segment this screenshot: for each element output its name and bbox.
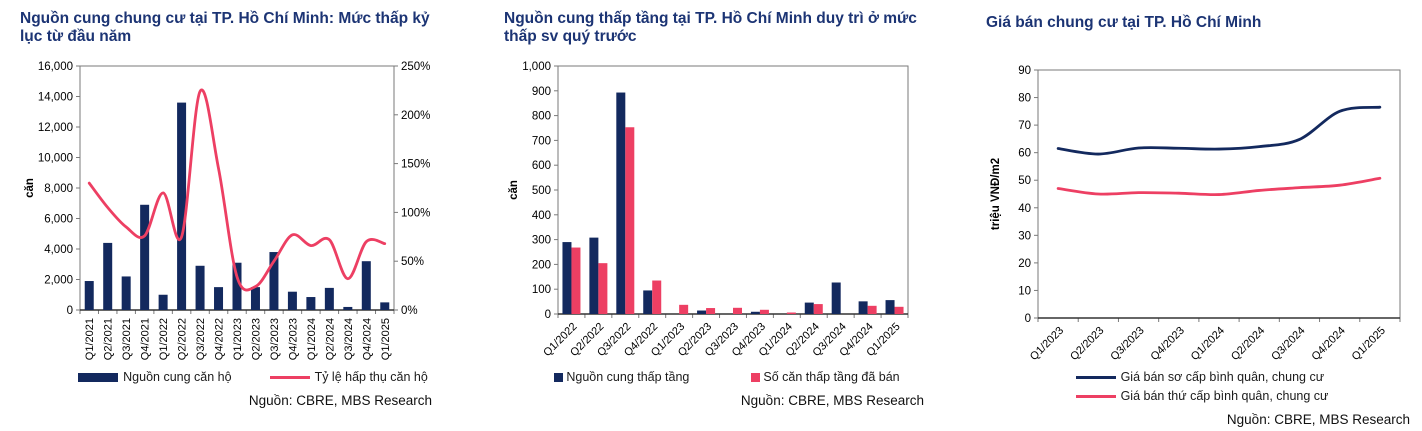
svg-text:80: 80: [1018, 93, 1031, 105]
svg-text:Q4/2023: Q4/2023: [1149, 325, 1187, 363]
svg-text:600: 600: [532, 160, 551, 172]
svg-text:200%: 200%: [401, 110, 430, 122]
svg-text:Q3/2022: Q3/2022: [195, 318, 207, 360]
svg-text:Q1/2023: Q1/2023: [1028, 325, 1066, 363]
legend-label: Nguồn cung thấp tầng: [566, 370, 690, 384]
svg-text:10: 10: [1018, 285, 1031, 297]
legend-label: Tỷ lệ hấp thụ căn hộ: [314, 370, 428, 384]
svg-text:Q2/2023: Q2/2023: [250, 318, 262, 360]
legend-item: Tỷ lệ hấp thụ căn hộ: [269, 370, 428, 384]
source-note: Nguồn: CBRE, MBS Research: [740, 393, 924, 408]
svg-text:Q2/2021: Q2/2021: [103, 318, 115, 360]
svg-text:6,000: 6,000: [44, 214, 73, 226]
line-swatch-icon: [1075, 394, 1116, 398]
square-swatch-icon: [751, 372, 761, 382]
svg-text:14,000: 14,000: [38, 92, 73, 104]
legend-item: Nguồn cung thấp tầng: [554, 370, 689, 384]
legend-label: Giá bán thứ cấp bình quân, chung cư: [1120, 389, 1329, 403]
chart-title: Nguồn cung thấp tầng tại TP. Hồ Chí Minh…: [504, 10, 917, 46]
svg-text:8,000: 8,000: [44, 183, 73, 195]
svg-text:Q1/2023: Q1/2023: [232, 318, 244, 360]
svg-text:50%: 50%: [401, 256, 424, 268]
svg-text:2,000: 2,000: [44, 275, 73, 287]
svg-text:12,000: 12,000: [38, 122, 73, 134]
legend-item: Giá bán sơ cấp bình quân, chung cư: [1075, 370, 1325, 384]
line-swatch-icon: [1075, 375, 1116, 379]
bar-swatch-icon: [78, 372, 119, 382]
svg-text:0: 0: [545, 309, 551, 321]
svg-text:50: 50: [1018, 175, 1031, 187]
svg-text:Q1/2024: Q1/2024: [1189, 325, 1227, 363]
source-note: Nguồn: CBRE, MBS Research: [248, 393, 432, 408]
chart-panel-landed-supply: Nguồn cung thấp tầng tại TP. Hồ Chí Minh…: [504, 6, 950, 408]
svg-text:Q3/2021: Q3/2021: [121, 318, 133, 360]
svg-text:Q2/2024: Q2/2024: [324, 318, 336, 360]
svg-text:100%: 100%: [401, 207, 430, 219]
chart-legend: Giá bán sơ cấp bình quân, chung cư Giá b…: [1075, 370, 1329, 403]
chart-panel-apartment-supply: Nguồn cung chung cư tại TP. Hồ Chí Minh:…: [20, 6, 486, 408]
chart-legend: Nguồn cung căn hộ Tỷ lệ hấp thụ căn hộ: [20, 370, 486, 384]
svg-text:90: 90: [1018, 65, 1031, 77]
svg-text:0: 0: [67, 305, 73, 317]
chart-title: Giá bán chung cư tại TP. Hồ Chí Minh: [986, 14, 1262, 31]
svg-text:10,000: 10,000: [38, 153, 73, 165]
line-swatch-icon: [269, 375, 310, 379]
svg-text:250%: 250%: [401, 61, 430, 73]
svg-text:1,000: 1,000: [522, 61, 551, 73]
square-swatch-icon: [554, 372, 564, 382]
source-note: Nguồn: CBRE, MBS Research: [1226, 412, 1410, 427]
svg-text:Q2/2024: Q2/2024: [1229, 325, 1267, 363]
svg-text:căn: căn: [508, 180, 520, 200]
svg-text:150%: 150%: [401, 159, 430, 171]
svg-text:Q4/2024: Q4/2024: [361, 318, 373, 360]
chart-panel-apartment-price: Giá bán chung cư tại TP. Hồ Chí Minh 0 10…: [986, 6, 1418, 427]
svg-text:400: 400: [532, 210, 551, 222]
svg-text:700: 700: [532, 135, 551, 147]
chart-title: Nguồn cung chung cư tại TP. Hồ Chí Minh:…: [20, 10, 430, 46]
legend-label: Số căn thấp tầng đã bán: [763, 370, 900, 384]
svg-text:Q4/2021: Q4/2021: [140, 318, 152, 360]
svg-text:30: 30: [1018, 230, 1031, 242]
svg-text:triệu VNĐ/m2: triệu VNĐ/m2: [990, 158, 1002, 230]
svg-text:Q1/2025: Q1/2025: [1350, 325, 1388, 363]
svg-text:16,000: 16,000: [38, 61, 73, 73]
svg-text:60: 60: [1018, 148, 1031, 160]
svg-text:20: 20: [1018, 258, 1031, 270]
svg-text:100: 100: [532, 284, 551, 296]
svg-text:500: 500: [532, 185, 551, 197]
svg-text:căn: căn: [24, 178, 36, 198]
svg-text:Q3/2023: Q3/2023: [269, 318, 281, 360]
svg-text:800: 800: [532, 111, 551, 123]
svg-text:Q4/2024: Q4/2024: [1309, 325, 1347, 363]
svg-text:4,000: 4,000: [44, 244, 73, 256]
svg-text:40: 40: [1018, 203, 1031, 215]
svg-text:Q3/2024: Q3/2024: [343, 318, 355, 360]
legend-item: Nguồn cung căn hộ: [78, 370, 232, 384]
landed-supply-bar-chart: 01002003004005006007008009001,000cănQ1/2…: [508, 61, 909, 359]
svg-text:0%: 0%: [401, 305, 418, 317]
svg-text:Q3/2023: Q3/2023: [1108, 325, 1146, 363]
svg-text:0: 0: [1025, 313, 1031, 325]
svg-text:Q4/2023: Q4/2023: [287, 318, 299, 360]
svg-text:200: 200: [532, 259, 551, 271]
svg-text:Q1/2022: Q1/2022: [158, 318, 170, 360]
legend-label: Giá bán sơ cấp bình quân, chung cư: [1120, 370, 1325, 384]
svg-text:Q2/2023: Q2/2023: [1068, 325, 1106, 363]
legend-item: Giá bán thứ cấp bình quân, chung cư: [1075, 389, 1329, 403]
chart-legend: Nguồn cung thấp tầng Số căn thấp tầng đã…: [504, 370, 950, 384]
svg-text:Q4/2022: Q4/2022: [214, 318, 226, 360]
svg-text:Q1/2025: Q1/2025: [380, 318, 392, 360]
svg-text:300: 300: [532, 235, 551, 247]
svg-text:70: 70: [1018, 120, 1031, 132]
svg-text:Q1/2024: Q1/2024: [306, 318, 318, 360]
svg-text:Q3/2024: Q3/2024: [1269, 325, 1307, 363]
svg-text:Q1/2021: Q1/2021: [84, 318, 96, 360]
svg-text:900: 900: [532, 86, 551, 98]
legend-item: Số căn thấp tầng đã bán: [751, 370, 900, 384]
apartment-supply-combo-chart: 0 2,000 4,000 6,000 8,000 10,000 12,000 14,000 1…: [24, 61, 430, 360]
legend-label: Nguồn cung căn hộ: [123, 370, 232, 384]
svg-text:Q2/2022: Q2/2022: [177, 318, 189, 360]
